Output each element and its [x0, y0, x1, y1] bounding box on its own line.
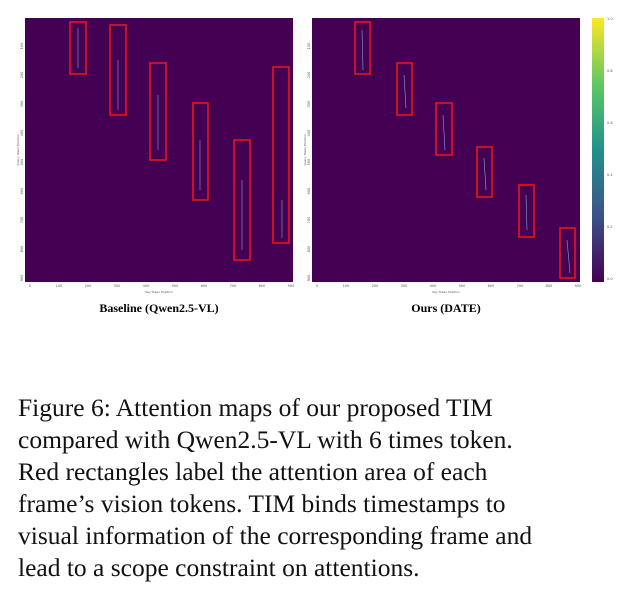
panel-label: Baseline (Qwen2.5-VL): [99, 301, 218, 315]
y-tick-label: 700: [20, 217, 24, 224]
x-tick-label: 500: [459, 284, 466, 288]
caption-line: lead to a scope constraint on attentions…: [18, 553, 420, 582]
x-axis-label: Key Token Position: [432, 290, 460, 294]
caption-line: frame’s vision tokens. TIM binds timesta…: [18, 489, 506, 518]
colorbar-tick-label: 1.0: [607, 17, 613, 21]
colorbar-tick-label: 0.0: [607, 277, 613, 281]
figure: Baseline (Qwen2.5-VL) Key Token Position Q…: [16, 17, 613, 315]
y-tick-label: 400: [307, 130, 311, 137]
x-tick-label: 800: [259, 284, 266, 288]
y-axis-label: Query Token Position: [16, 134, 20, 165]
x-tick-label: 300: [401, 284, 408, 288]
colorbar-tick-label: 0.8: [607, 69, 613, 73]
heatmap: [25, 18, 293, 282]
colorbar: [592, 18, 604, 282]
x-tick-label: 300: [114, 284, 121, 288]
y-tick-label: 300: [307, 101, 311, 108]
highlight-boxes: [69, 21, 576, 279]
x-tick-label: 0: [316, 284, 318, 288]
colorbar-tick-label: 0.4: [607, 173, 613, 177]
x-tick-label: 900: [288, 284, 295, 288]
x-tick-label: 700: [517, 284, 524, 288]
y-tick-label: 500: [307, 159, 311, 166]
colorbar-tick-label: 0.2: [607, 225, 613, 229]
attention-traces: [77, 28, 571, 274]
y-tick-label: 100: [20, 43, 24, 50]
x-tick-label: 900: [575, 284, 582, 288]
y-axis-label: Query Token Position: [303, 134, 307, 165]
x-axis-label: Key Token Position: [145, 290, 173, 294]
y-tick-label: 200: [307, 72, 311, 79]
y-tick-label: 100: [307, 43, 311, 50]
y-tick-label: 500: [20, 159, 24, 166]
x-tick-label: 100: [56, 284, 63, 288]
y-tick-label: 900: [307, 275, 311, 282]
y-tick-label: 900: [20, 275, 24, 282]
y-tick-label: 700: [307, 217, 311, 224]
x-tick-label: 100: [343, 284, 350, 288]
caption-line: compared with Qwen2.5-VL with 6 times to…: [18, 425, 513, 454]
x-tick-label: 400: [430, 284, 437, 288]
caption-line: Red rectangles label the attention area …: [18, 457, 488, 486]
x-tick-label: 800: [546, 284, 553, 288]
y-tick-label: 400: [20, 130, 24, 137]
caption-line: visual information of the corresponding …: [18, 521, 533, 550]
x-tick-label: 500: [172, 284, 179, 288]
caption-line: Figure 6: Attention maps of our proposed…: [18, 393, 493, 422]
x-tick-label: 400: [143, 284, 150, 288]
colorbar-tick-label: 0.6: [607, 121, 613, 125]
y-tick-label: 200: [20, 72, 24, 79]
y-tick-label: 800: [20, 246, 24, 253]
x-tick-label: 700: [230, 284, 237, 288]
y-tick-label: 800: [307, 246, 311, 253]
y-tick-label: 300: [20, 101, 24, 108]
x-tick-label: 0: [29, 284, 31, 288]
heatmap: [312, 18, 580, 282]
panel-label: Ours (DATE): [411, 301, 480, 315]
x-tick-label: 200: [372, 284, 379, 288]
x-tick-label: 200: [85, 284, 92, 288]
y-tick-label: 600: [307, 188, 311, 195]
y-tick-label: 600: [20, 188, 24, 195]
x-tick-label: 600: [488, 284, 495, 288]
caption: Figure 6: Attention maps of our proposed…: [18, 392, 618, 584]
x-tick-label: 600: [201, 284, 208, 288]
